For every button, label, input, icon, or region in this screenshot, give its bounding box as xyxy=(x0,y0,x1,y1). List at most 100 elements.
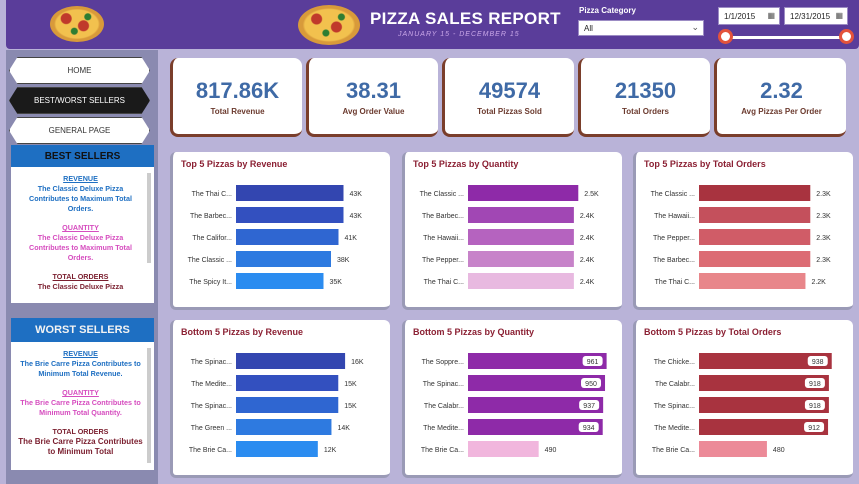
nav-general-button[interactable]: GENERAL PAGE xyxy=(9,117,150,144)
nav-best-worst-button[interactable]: BEST/WORST SELLERS xyxy=(9,87,150,114)
bar xyxy=(468,229,574,245)
category-label: The Pepper... xyxy=(422,257,464,264)
category-label: The Medite... xyxy=(191,381,232,388)
nav-home-button[interactable]: HOME xyxy=(9,57,150,84)
bar-chart-bottom5-orders: The Chicke... 938 The Calabr... 918 The Spin… xyxy=(652,353,832,457)
category-filter-label: Pizza Category xyxy=(579,6,636,15)
bar xyxy=(236,375,339,391)
chart-card-top5-revenue: Top 5 Pizzas by Revenue The Thai C... 43K… xyxy=(170,152,390,310)
bar xyxy=(468,353,607,369)
chart-card-top5-orders: Top 5 Pizzas by Total Orders The Classic… xyxy=(633,152,853,310)
data-label: 480 xyxy=(773,447,785,454)
bar xyxy=(468,185,579,201)
bar xyxy=(699,397,829,413)
bar xyxy=(236,441,318,457)
date-range-slider-track[interactable] xyxy=(726,36,846,39)
data-label: 35K xyxy=(330,279,343,286)
pizza-title-icon xyxy=(298,5,360,45)
bar xyxy=(699,251,811,267)
worst-sellers-scrollbar[interactable] xyxy=(147,348,151,463)
category-label: The Thai C... xyxy=(192,191,232,198)
chevron-down-icon: ⌄ xyxy=(691,22,699,32)
data-label: 2.3K xyxy=(816,191,831,198)
bar xyxy=(236,397,339,413)
data-label: 918 xyxy=(809,403,821,410)
bar xyxy=(699,353,832,369)
data-label-badge xyxy=(804,378,825,388)
chart-title: Top 5 Pizzas by Total Orders xyxy=(644,159,766,169)
date-end-input[interactable]: 12/31/2015 ▦ xyxy=(784,7,848,25)
pizza-logo-icon xyxy=(50,6,104,42)
bar xyxy=(468,419,603,435)
data-label: 950 xyxy=(585,381,597,388)
data-label: 934 xyxy=(583,425,595,432)
kpi-value: 2.32 xyxy=(760,78,803,103)
best-sellers-panel: REVENUE The Classic Deluxe Pizza Contrib… xyxy=(11,167,154,303)
bar xyxy=(468,375,606,391)
kpi-label: Avg Pizzas Per Order xyxy=(741,107,822,116)
category-label: The Spinac... xyxy=(423,381,464,388)
best-revenue-title: REVENUE xyxy=(63,174,98,183)
category-label: The Hawaii... xyxy=(423,235,464,242)
data-label: 12K xyxy=(324,447,337,454)
kpi-card-total-revenue: 817.86K Total Revenue xyxy=(170,58,302,137)
header-bar: PIZZA SALES REPORT JANUARY 15 - DECEMBER… xyxy=(6,0,859,49)
category-label: The Medite... xyxy=(654,425,695,432)
date-start-value: 1/1/2015 xyxy=(724,12,756,21)
data-label: 490 xyxy=(545,447,557,454)
data-label: 2.4K xyxy=(580,279,595,286)
bar xyxy=(236,185,344,201)
date-range-end-handle[interactable] xyxy=(839,29,854,44)
bar xyxy=(236,273,324,289)
category-dropdown[interactable]: All ⌄ xyxy=(578,20,704,36)
bar xyxy=(468,273,574,289)
data-label: 918 xyxy=(809,381,821,388)
category-label: The Classic ... xyxy=(188,257,232,264)
data-label: 38K xyxy=(337,257,350,264)
kpi-label: Avg Order Value xyxy=(342,107,405,116)
data-label: 43K xyxy=(350,213,363,220)
data-label: 43K xyxy=(350,191,363,198)
category-label: The Calabr... xyxy=(655,381,695,388)
category-label: The Calabr... xyxy=(424,403,464,410)
worst-sellers-heading: WORST SELLERS xyxy=(11,318,154,342)
category-label: The Spinac... xyxy=(654,403,695,410)
bar xyxy=(699,229,811,245)
category-label: The Spinac... xyxy=(191,403,232,410)
date-start-input[interactable]: 1/1/2015 ▦ xyxy=(718,7,780,25)
data-label-badge xyxy=(578,422,599,432)
category-label: The Chicke... xyxy=(654,359,695,366)
chart-title: Bottom 5 Pizzas by Revenue xyxy=(181,327,304,337)
data-label: 15K xyxy=(344,403,357,410)
chart-card-bottom5-quantity: Bottom 5 Pizzas by Quantity The Soppre..… xyxy=(402,320,622,478)
worst-orders-text: The Brie Carre Pizza Contributes to Mini… xyxy=(18,437,143,456)
date-range-start-handle[interactable] xyxy=(718,29,733,44)
kpi-value: 817.86K xyxy=(195,78,280,103)
date-end-value: 12/31/2015 xyxy=(790,12,831,21)
category-label: The Spinac... xyxy=(191,359,232,366)
best-sellers-scrollbar[interactable] xyxy=(147,173,151,263)
data-label: 41K xyxy=(345,235,358,242)
bar xyxy=(699,207,811,223)
bar xyxy=(699,185,811,201)
data-label-badge xyxy=(581,378,602,388)
bar xyxy=(468,207,574,223)
data-label: 14K xyxy=(337,425,350,432)
sidebar: HOME BEST/WORST SELLERS GENERAL PAGE BES… xyxy=(6,50,158,484)
calendar-icon[interactable]: ▦ xyxy=(835,11,843,20)
bar-chart-bottom5-revenue: The Spinac... 16K The Medite... 15K The Spin… xyxy=(189,353,364,457)
kpi-card-avg-order-value: 38.31 Avg Order Value xyxy=(306,58,438,137)
worst-revenue-text: The Brie Carre Pizza Contributes to Mini… xyxy=(20,359,141,378)
bar-chart-top5-orders: The Classic ... 2.3K The Hawaii... 2.3K The … xyxy=(651,185,831,289)
category-label: The Thai C... xyxy=(424,279,464,286)
category-label: The Spicy It... xyxy=(189,279,232,286)
bar xyxy=(699,419,829,435)
bar xyxy=(236,353,346,369)
worst-quantity-text: The Brie Carre Pizza Contributes to Mini… xyxy=(20,398,141,417)
category-label: The Green ... xyxy=(191,425,232,432)
category-label: The Barbec... xyxy=(422,213,464,220)
kpi-card-avg-pizzas-per-order: 2.32 Avg Pizzas Per Order xyxy=(714,58,846,137)
calendar-icon[interactable]: ▦ xyxy=(767,11,775,20)
bar xyxy=(236,207,344,223)
chart-card-bottom5-orders: Bottom 5 Pizzas by Total Orders The Chic… xyxy=(633,320,853,478)
